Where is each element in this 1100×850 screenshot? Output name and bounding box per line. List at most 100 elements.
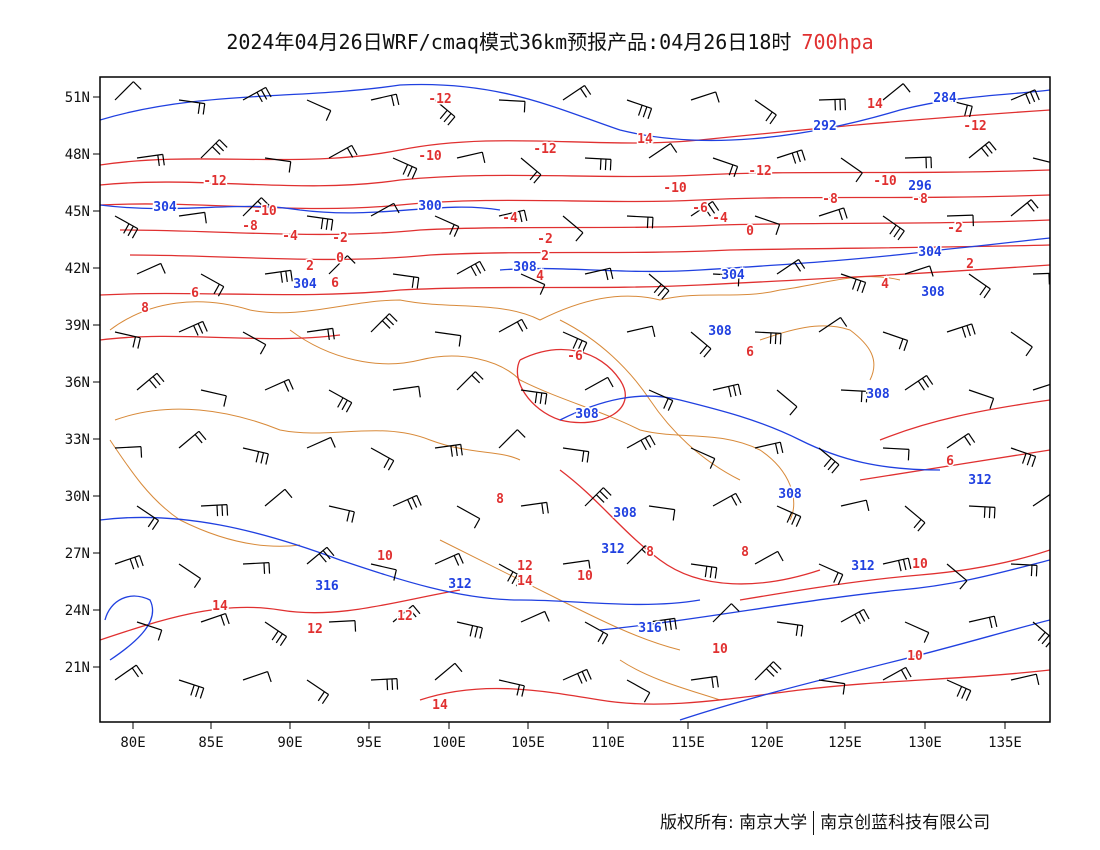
temperature-label: -12	[748, 164, 771, 179]
wind-barb	[754, 331, 782, 345]
wind-barb	[456, 505, 481, 529]
border-line	[619, 659, 721, 701]
wind-barb	[1010, 199, 1039, 217]
wind-barb	[882, 447, 910, 461]
wind-barb	[562, 215, 584, 242]
temperature-label: 0	[746, 224, 754, 239]
temperature-label: -2	[332, 231, 348, 246]
temperature-label: 8	[141, 301, 149, 316]
height-contour	[499, 237, 1050, 273]
temperature-contour	[100, 109, 1050, 166]
wind-barb	[648, 505, 676, 521]
wind-barb	[584, 376, 614, 391]
wind-barb	[200, 139, 228, 159]
height-contour	[679, 619, 1050, 721]
temperature-label: -8	[912, 192, 928, 207]
wind-barb	[328, 620, 357, 632]
temperature-label: 14	[212, 599, 228, 614]
wind-barb	[370, 447, 395, 471]
copyright-footer: 版权所有: 南京大学 南京创蓝科技有限公司	[660, 808, 990, 835]
lat-label: 39N	[65, 318, 90, 334]
temperature-label: 8	[741, 545, 749, 560]
height-label: 316	[315, 579, 339, 594]
wind-barb	[562, 668, 592, 684]
wind-barb	[904, 505, 926, 532]
wind-barb	[776, 258, 806, 275]
temperature-label: 10	[912, 557, 928, 572]
wind-barb	[712, 492, 742, 507]
wind-barb	[434, 552, 464, 566]
height-label: 292	[813, 119, 836, 134]
wind-barbs	[114, 81, 1050, 704]
border-line	[559, 319, 741, 481]
wind-barb	[1010, 563, 1038, 577]
wind-barb	[264, 157, 292, 173]
temperature-label: 14	[867, 97, 883, 112]
wind-barb	[562, 331, 588, 353]
temperature-contour	[559, 469, 821, 585]
wind-barb	[562, 559, 591, 572]
temperature-label: 14	[432, 698, 448, 713]
wind-barb	[136, 505, 160, 530]
wind-barb	[776, 149, 806, 164]
wind-barb	[114, 664, 144, 681]
wind-barb	[136, 621, 163, 641]
temperature-contours	[100, 109, 1050, 705]
wind-barb	[818, 447, 840, 474]
height-label: 308	[708, 324, 732, 339]
temperature-label: 12	[397, 609, 413, 624]
wind-barb	[946, 563, 968, 590]
height-label: 304	[293, 277, 317, 292]
wind-barb	[136, 372, 165, 391]
temperature-label: 6	[191, 286, 199, 301]
temperature-label: -12	[428, 92, 451, 107]
border-line	[439, 539, 681, 651]
wind-barb	[456, 371, 484, 391]
temperature-label: 10	[907, 649, 923, 664]
temperature-label: 4	[881, 277, 889, 292]
wind-barb	[242, 670, 272, 683]
wind-barb	[712, 273, 740, 287]
temperature-label: -8	[242, 219, 258, 234]
wind-barb	[626, 545, 654, 565]
lat-label: 21N	[65, 660, 90, 676]
wind-barb	[1010, 331, 1033, 357]
wind-barb	[434, 331, 462, 347]
wind-barb	[370, 93, 400, 107]
wind-barb	[754, 441, 784, 455]
wind-barb	[840, 389, 868, 403]
wind-barb	[370, 563, 397, 581]
wind-barb	[882, 215, 905, 241]
lat-label: 24N	[65, 603, 90, 619]
temperature-contour	[100, 334, 341, 341]
wind-barb	[840, 273, 867, 294]
province-borders	[109, 276, 901, 701]
wind-barb	[882, 666, 912, 681]
wind-barb	[584, 157, 612, 171]
wind-barb	[456, 260, 486, 277]
height-label: 296	[908, 179, 932, 194]
wind-barb	[200, 504, 229, 517]
wind-barb	[626, 215, 654, 229]
temperature-label: 12	[307, 622, 323, 637]
wind-barb	[178, 563, 202, 588]
wind-barb	[690, 675, 719, 689]
wind-barb	[200, 389, 227, 407]
height-label: 284	[933, 91, 957, 106]
height-contour	[599, 559, 1050, 631]
temperature-label: -8	[822, 192, 838, 207]
temperature-label: -12	[963, 119, 986, 134]
height-contours	[100, 83, 1050, 721]
temperature-label: 6	[946, 454, 954, 469]
wind-barb	[712, 603, 740, 623]
temperature-contour	[100, 589, 461, 641]
lat-label: 27N	[65, 546, 90, 562]
temperature-label: -6	[567, 349, 583, 364]
wind-barb	[754, 661, 782, 681]
height-label: 308	[513, 260, 537, 275]
wind-barb	[882, 83, 911, 101]
height-contour	[104, 595, 154, 661]
wind-barb	[968, 141, 997, 159]
wind-barb	[328, 144, 358, 159]
wind-barb	[520, 273, 546, 295]
